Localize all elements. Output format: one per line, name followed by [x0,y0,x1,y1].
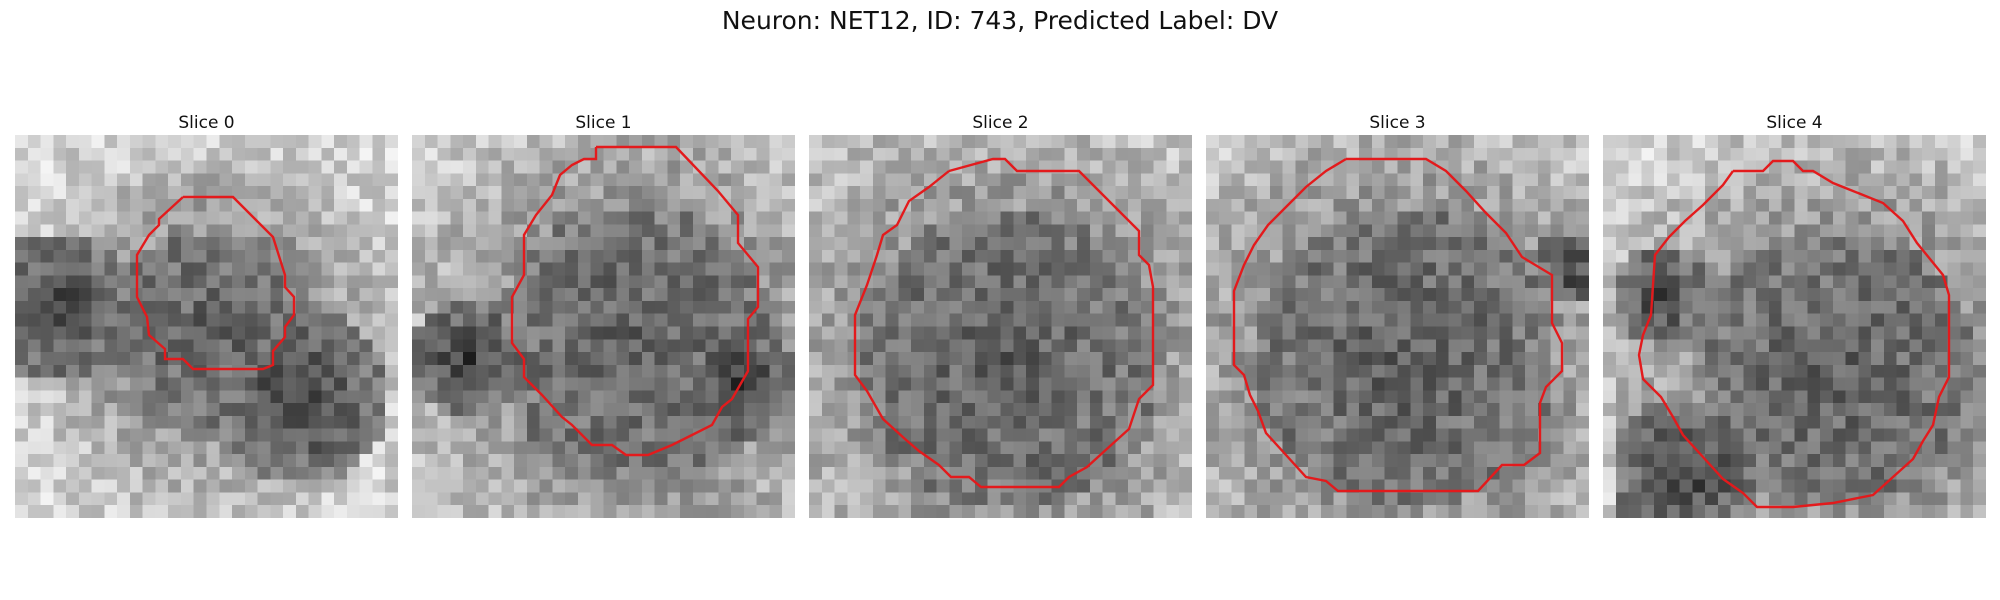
slice-title: Slice 2 [972,113,1029,133]
segmentation-contour [853,157,1155,489]
segmentation-contour [1637,159,1951,509]
slice-image-frame [809,135,1192,518]
grayscale-slice-image [15,135,398,518]
slice-panel-2: Slice 2 [809,112,1192,518]
grayscale-slice-image [1206,135,1589,518]
slice-image-frame [412,135,795,518]
slice-image-frame [1206,135,1589,518]
slice-panel-0: Slice 0 [15,112,398,518]
slice-panel-1: Slice 1 [412,112,795,518]
slice-title: Slice 4 [1766,113,1823,133]
slice-image-frame [1603,135,1986,518]
segmentation-contour [1232,157,1564,493]
grayscale-slice-image [412,135,795,518]
segmentation-contour [135,195,296,371]
slice-panel-3: Slice 3 [1206,112,1589,518]
slice-image-frame [15,135,398,518]
grayscale-slice-image [1603,135,1986,518]
slice-title: Slice 0 [178,113,235,133]
slice-panel-4: Slice 4 [1603,112,1986,518]
figure-title: Neuron: NET12, ID: 743, Predicted Label:… [721,6,1279,35]
segmentation-contour [510,145,760,457]
slice-title: Slice 3 [1369,113,1426,133]
grayscale-slice-image [809,135,1192,518]
slice-title: Slice 1 [575,113,632,133]
